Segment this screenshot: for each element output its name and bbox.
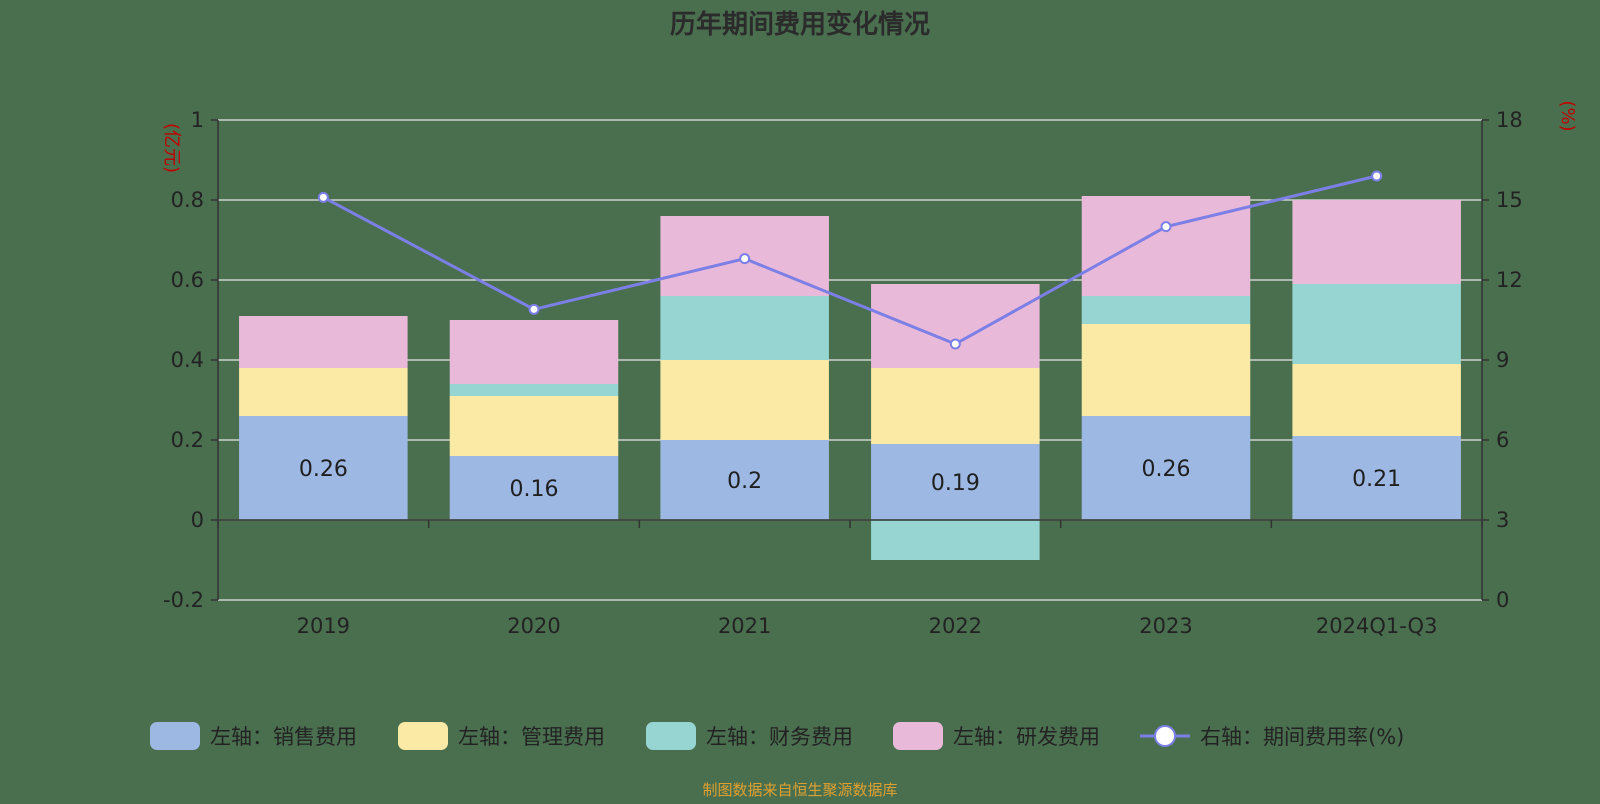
data-label: 0.16	[510, 477, 559, 502]
bar-segment	[871, 520, 1040, 560]
legend-label: 左轴：销售费用	[210, 725, 357, 749]
left-tick-label: 0.4	[171, 348, 204, 372]
left-tick-label: 0.2	[171, 428, 204, 452]
legend-marker	[1154, 725, 1176, 747]
right-tick-label: 18	[1496, 108, 1523, 132]
rate-line	[322, 174, 1378, 346]
bar-segment	[660, 440, 829, 520]
bar-segment	[660, 360, 829, 440]
bar-segment	[449, 396, 619, 456]
left-tick-label: 1	[191, 108, 204, 132]
bar-segment	[239, 316, 408, 368]
legend-swatch	[646, 722, 696, 750]
right-axis-unit: (%)	[1557, 100, 1578, 131]
data-label: 0.26	[299, 457, 348, 482]
data-label: 0.26	[1142, 457, 1191, 482]
category-label: 2019	[297, 614, 350, 638]
data-label: 0.19	[931, 471, 980, 496]
right-tick-label: 3	[1496, 508, 1509, 532]
left-tick-label: 0.6	[171, 268, 204, 292]
bar-segment	[239, 368, 408, 416]
bar-segment	[239, 416, 408, 520]
bar-segment	[871, 284, 1040, 368]
right-tick-label: 6	[1496, 428, 1509, 452]
legend-swatch	[893, 722, 943, 750]
bar-segment	[871, 444, 1040, 520]
left-tick-label: -0.2	[163, 588, 204, 612]
legend-label: 左轴：管理费用	[458, 725, 605, 749]
rate-point	[1160, 221, 1172, 233]
bar-segment	[1081, 296, 1251, 324]
rate-point	[317, 191, 329, 203]
bar-segment	[449, 456, 619, 520]
bar-segment	[660, 296, 829, 360]
bar-segment	[1292, 436, 1461, 520]
right-tick-label: 0	[1496, 588, 1509, 612]
bar-segment	[1292, 284, 1461, 364]
right-tick-label: 15	[1496, 188, 1523, 212]
data-source-note: 制图数据来自恒生聚源数据库	[702, 781, 897, 799]
left-axis-unit: (亿元)	[161, 123, 182, 173]
bar-segment	[1081, 416, 1251, 520]
legend-label: 右轴：期间费用率(%)	[1200, 725, 1404, 749]
legend-label: 左轴：研发费用	[953, 725, 1100, 749]
legend-swatch	[398, 722, 448, 750]
chart-title: 历年期间费用变化情况	[670, 9, 930, 40]
bar-segment	[449, 320, 619, 384]
bar-segment	[1292, 364, 1461, 436]
bar-segment	[1292, 200, 1461, 284]
legend-swatch	[150, 722, 200, 750]
rate-point	[1371, 170, 1383, 182]
category-label: 2020	[507, 614, 560, 638]
right-tick-label: 12	[1496, 268, 1523, 292]
bar-segment	[449, 384, 619, 396]
rate-point	[528, 303, 540, 315]
rate-point	[739, 253, 751, 265]
left-tick-label: 0.8	[171, 188, 204, 212]
left-tick-label: 0	[191, 508, 204, 532]
category-label: 2021	[718, 614, 771, 638]
data-label: 0.21	[1352, 467, 1401, 492]
right-tick-label: 9	[1496, 348, 1509, 372]
rate-point	[949, 338, 961, 350]
category-label: 2023	[1139, 614, 1192, 638]
legend-label: 左轴：财务费用	[706, 725, 853, 749]
bar-segment	[1081, 324, 1251, 416]
category-label: 2024Q1-Q3	[1316, 614, 1438, 638]
bar-segment	[871, 368, 1040, 444]
data-label: 0.2	[727, 469, 762, 494]
category-label: 2022	[929, 614, 982, 638]
